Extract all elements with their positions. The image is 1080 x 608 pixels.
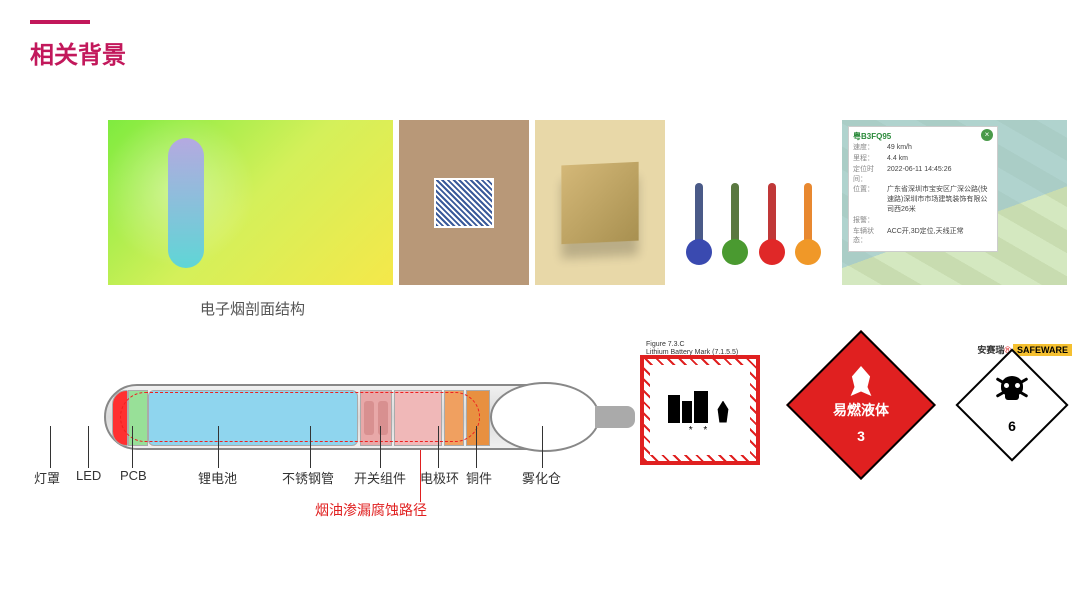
toxic-label: 安赛瑞®SAFEWARE 6 <box>952 345 1072 465</box>
top-image-row: × 粤B3FQ95 速度：49 km/h 里程：4.4 km 定位时间：2022… <box>108 120 1067 285</box>
cross-section-diagram: 灯罩 LED PCB 锂电池 不锈钢管 开关组件 电极环 铜件 雾化仓 烟油渗漏… <box>20 352 640 532</box>
seal-bolts-photo <box>671 120 836 285</box>
flammable-liquid-label: 易燃液体 3 <box>786 330 936 480</box>
gps-map-photo: × 粤B3FQ95 速度：49 km/h 里程：4.4 km 定位时间：2022… <box>842 120 1067 285</box>
flame-icon <box>848 366 874 396</box>
wrapped-box-photo <box>535 120 665 285</box>
fire-icon <box>714 401 732 423</box>
leak-path-label: 烟油渗漏腐蚀路径 <box>315 500 427 520</box>
product-photo <box>108 120 393 285</box>
lithium-battery-label: Figure 7.3.C Lithium Battery Mark (7.1.5… <box>630 335 770 475</box>
skull-icon <box>998 376 1026 404</box>
accent-bar <box>30 20 90 24</box>
page-title: 相关背景 <box>30 35 126 70</box>
close-icon: × <box>981 129 993 141</box>
hazard-labels-row: Figure 7.3.C Lithium Battery Mark (7.1.5… <box>630 330 1072 480</box>
diagram-caption: 电子烟剖面结构 <box>200 298 305 319</box>
cardboard-sticker-photo <box>399 120 529 285</box>
map-popup: × 粤B3FQ95 速度：49 km/h 里程：4.4 km 定位时间：2022… <box>848 126 998 252</box>
